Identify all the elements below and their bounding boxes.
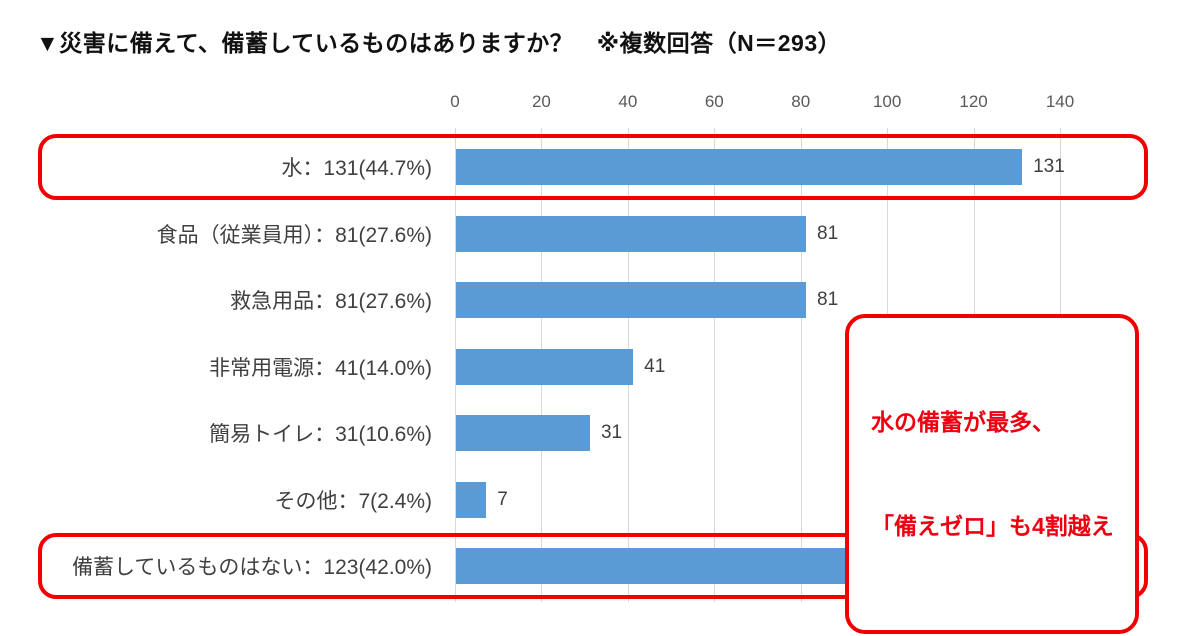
- highlight-box-row-1: [38, 134, 1148, 200]
- category-label: 非常用電源：41(14.0%): [209, 356, 432, 380]
- value-label: 81: [817, 222, 839, 244]
- gridline: [714, 128, 716, 602]
- bar-5: [456, 415, 590, 451]
- category-label: 簡易トイレ：31(10.6%): [209, 423, 432, 446]
- bar-1: [456, 149, 1023, 185]
- value-label: 131: [1033, 156, 1065, 177]
- value-label: 41: [644, 355, 666, 377]
- bar-6: [456, 481, 487, 518]
- bar-3: [456, 282, 807, 318]
- value-label: 31: [600, 422, 623, 443]
- category-label: 備蓄しているものはない：123(42.0%): [72, 556, 432, 579]
- x-axis-tick: 60: [704, 92, 724, 111]
- bar-4: [456, 348, 634, 385]
- category-label: その他：7(2.4%): [274, 489, 432, 513]
- category-label: 水：131(44.7%): [281, 157, 432, 180]
- annotation-line-2: 「備えゼロ」も4割越え: [871, 512, 1114, 539]
- x-axis-tick: 140: [1045, 92, 1075, 111]
- x-axis-tick: 80: [791, 92, 811, 111]
- value-label: 7: [497, 488, 508, 510]
- annotation-callout: 水の備蓄が最多、 「備えゼロ」も4割越え: [845, 314, 1139, 634]
- x-axis-tick: 20: [531, 92, 551, 111]
- chart-title: ▼災害に備えて、備蓄しているものはありますか？ ※複数回答（N＝293）: [36, 30, 842, 56]
- bar-2: [456, 215, 807, 252]
- category-label: 救急用品：81(27.6%): [230, 290, 432, 313]
- gridline: [800, 128, 802, 602]
- annotation-line-1: 水の備蓄が最多、: [871, 409, 1055, 435]
- gridline: [455, 128, 456, 602]
- x-axis-tick: 40: [618, 92, 638, 111]
- x-axis-tick: 120: [959, 92, 988, 111]
- x-axis-tick: 100: [872, 92, 902, 111]
- x-axis-tick: 0: [450, 92, 460, 111]
- category-label: 食品（従業員用）：81(27.6%): [156, 223, 432, 247]
- value-label: 81: [817, 289, 839, 310]
- highlight-box-row-7: [38, 533, 1148, 599]
